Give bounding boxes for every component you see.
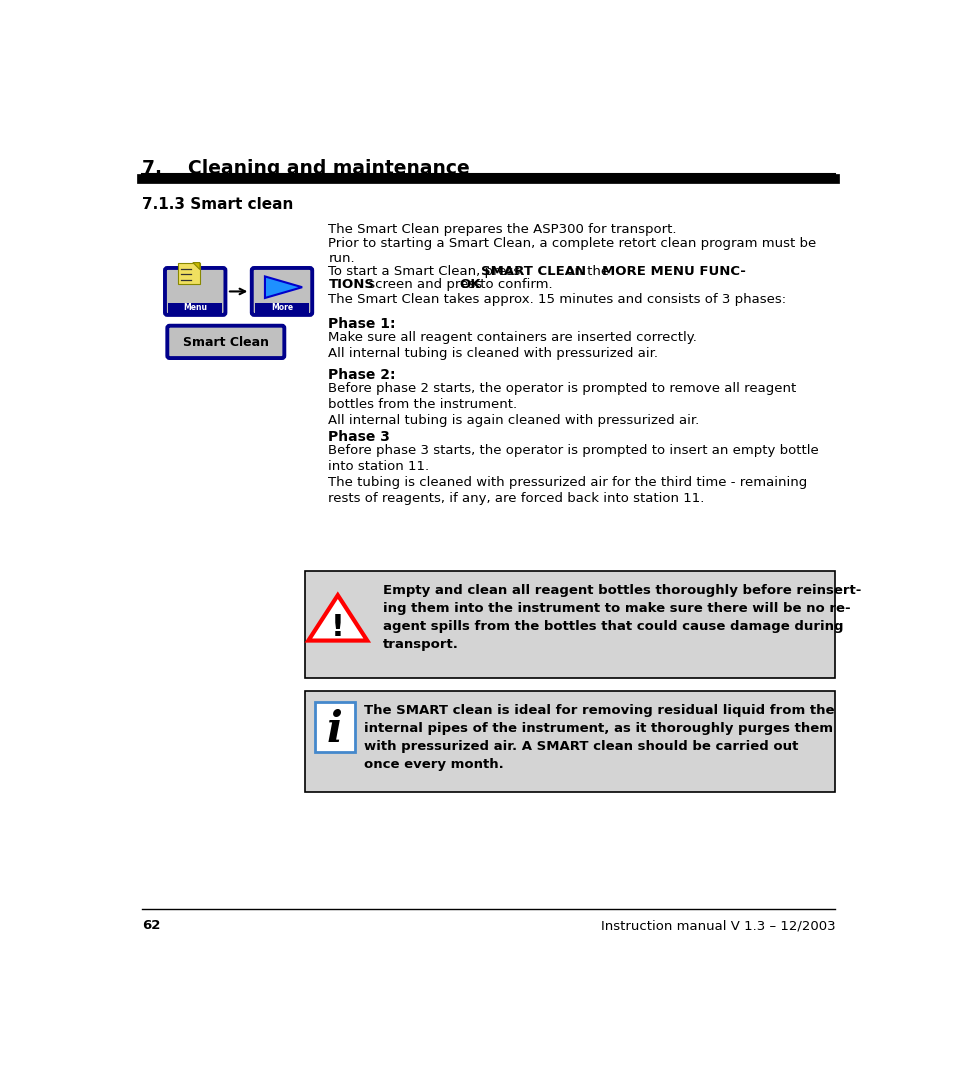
Text: Make sure all reagent containers are inserted correctly.
All internal tubing is : Make sure all reagent containers are ins… [328, 331, 697, 360]
Text: The SMART clean is ideal for removing residual liquid from the
internal pipes of: The SMART clean is ideal for removing re… [364, 704, 834, 771]
Text: 7.    Cleaning and maintenance: 7. Cleaning and maintenance [142, 158, 470, 178]
Text: Before phase 3 starts, the operator is prompted to insert an empty bottle
into s: Before phase 3 starts, the operator is p… [328, 443, 819, 505]
Text: SMART CLEAN: SMART CLEAN [480, 265, 585, 278]
Text: 7.1.3 Smart clean: 7.1.3 Smart clean [142, 197, 294, 212]
Text: Empty and clean all reagent bottles thoroughly before reinsert-
ing them into th: Empty and clean all reagent bottles thor… [382, 583, 861, 651]
Polygon shape [265, 276, 302, 298]
Bar [254, 303, 309, 313]
Text: Phase 2:: Phase 2: [328, 368, 395, 382]
FancyBboxPatch shape [252, 268, 312, 315]
Text: Before phase 2 starts, the operator is prompted to remove all reagent
bottles fr: Before phase 2 starts, the operator is p… [328, 382, 796, 427]
FancyBboxPatch shape [314, 702, 355, 751]
Text: The Smart Clean prepares the ASP300 for transport.: The Smart Clean prepares the ASP300 for … [328, 223, 677, 236]
FancyBboxPatch shape [167, 326, 284, 358]
Text: Phase 1:: Phase 1: [328, 317, 395, 331]
Text: Menu: Menu [183, 303, 207, 313]
Text: MORE MENU FUNC-: MORE MENU FUNC- [601, 265, 745, 278]
Bar [178, 263, 199, 285]
FancyBboxPatch shape [165, 268, 225, 315]
FancyBboxPatch shape [305, 571, 835, 678]
Text: screen and press: screen and press [364, 278, 486, 291]
Text: to confirm.: to confirm. [476, 278, 552, 291]
Text: Phase 3: Phase 3 [328, 430, 390, 444]
FancyBboxPatch shape [305, 691, 835, 791]
Polygon shape [308, 595, 367, 640]
Text: on the: on the [561, 265, 613, 278]
Text: !: ! [331, 613, 344, 642]
Text: More: More [271, 303, 293, 313]
Text: Instruction manual V 1.3 – 12/2003: Instruction manual V 1.3 – 12/2003 [600, 920, 835, 932]
Text: TIONS: TIONS [328, 278, 375, 291]
Text: i: i [327, 709, 342, 751]
Polygon shape [193, 263, 199, 270]
Bar [168, 303, 222, 313]
Text: To start a Smart Clean, press: To start a Smart Clean, press [328, 265, 524, 278]
Text: Smart Clean: Smart Clean [183, 336, 269, 349]
Text: 62: 62 [142, 920, 161, 932]
Text: OK: OK [458, 278, 480, 291]
Text: The Smart Clean takes approx. 15 minutes and consists of 3 phases:: The Smart Clean takes approx. 15 minutes… [328, 292, 786, 305]
Text: Prior to starting a Smart Clean, a complete retort clean program must be
run.: Prior to starting a Smart Clean, a compl… [328, 237, 816, 265]
